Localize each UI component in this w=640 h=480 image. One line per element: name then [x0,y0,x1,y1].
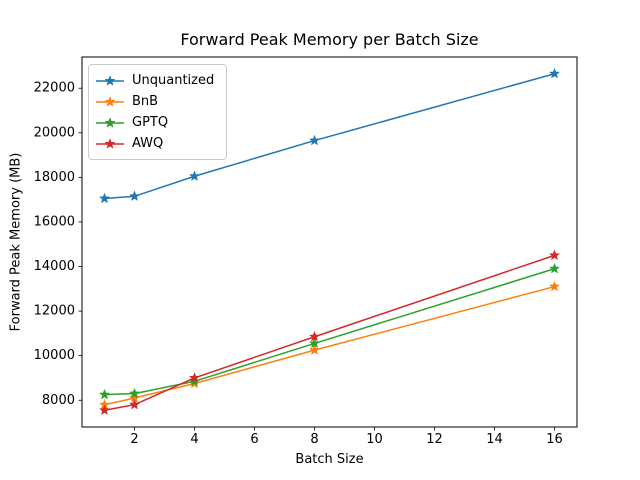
legend-line-star-icon [96,74,124,86]
star-marker [548,249,561,261]
legend-entry: Unquantized [96,70,214,91]
legend-star-marker [104,74,116,86]
y-tick-label: 14000 [34,259,75,274]
y-tick-label: 12000 [34,304,75,319]
y-tick-label: 20000 [34,125,75,140]
star-marker [128,387,141,399]
star-marker [308,344,321,355]
y-tick-label: 10000 [34,348,75,363]
star-marker [548,262,561,274]
x-tick-label: 6 [250,432,258,447]
series-line-awq [104,254,555,412]
star-marker [98,404,111,416]
star-marker [308,337,321,349]
chart-title: Forward Peak Memory per Batch Size [180,30,479,49]
y-tick-label: 22000 [34,81,75,96]
star-marker [98,388,111,400]
legend: Unquantized BnB GPTQ AWQ [88,64,228,160]
legend-entry: GPTQ [96,112,214,133]
x-tick-label: 2 [130,432,138,447]
legend-entry-label: BnB [132,93,159,109]
legend-star-marker [104,137,116,149]
x-axis-label: Batch Size [295,452,364,467]
star-marker [128,398,141,410]
legend-line-star-icon [96,137,124,149]
legend-line-star-icon [96,116,124,128]
series-line-bnb [104,285,555,406]
legend-entry: AWQ [96,133,214,154]
x-tick-label: 16 [546,432,563,447]
star-marker [188,372,201,383]
x-tick-label: 14 [486,432,503,447]
x-tick-label: 8 [310,432,318,447]
legend-entry-label: GPTQ [132,114,169,130]
star-marker [128,190,141,202]
legend-entry-label: AWQ [132,135,164,151]
plot-border [81,56,578,428]
legend-entry-label: Unquantized [132,72,215,88]
star-marker [188,170,201,182]
y-tick-label: 16000 [34,214,75,229]
star-marker [548,67,561,79]
x-tick-label: 10 [366,432,383,447]
legend-star-marker [104,116,116,128]
legend-star-marker [104,95,116,107]
star-marker [308,330,321,342]
legend-line-star-icon [96,95,124,107]
y-tick-label: 18000 [34,170,75,185]
star-marker [548,280,561,292]
star-marker [98,192,111,204]
star-marker [308,134,321,146]
y-axis-label: Forward Peak Memory (MB) [8,152,24,332]
y-tick-label: 8000 [42,393,75,408]
x-tick-label: 4 [190,432,198,447]
legend-entry: BnB [96,91,214,112]
x-tick-label: 12 [426,432,443,447]
